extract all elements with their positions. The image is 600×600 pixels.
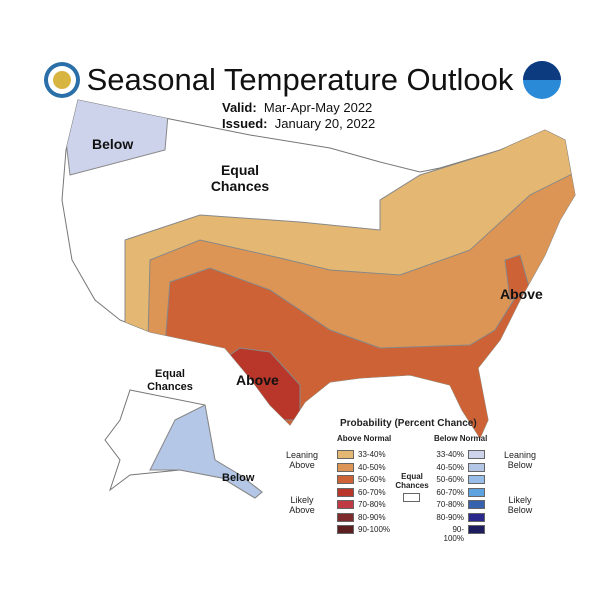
below-swatch <box>468 487 485 497</box>
alaska-below-region <box>149 404 263 499</box>
equal-chances-swatch <box>403 493 420 502</box>
above-range: 33-40% <box>358 450 386 459</box>
below-swatch <box>468 475 485 484</box>
below-range: 33-40% <box>436 450 464 459</box>
below-swatch <box>468 512 485 522</box>
below-range: 70-80% <box>436 500 464 509</box>
below-swatch <box>468 500 485 509</box>
commerce-seal-logo <box>44 62 80 98</box>
below-range: 90-100% <box>443 525 464 543</box>
above-range: 40-50% <box>358 462 386 472</box>
issued-date: Issued: January 20, 2022 <box>222 116 376 131</box>
above-range: 90-100% <box>358 525 391 534</box>
label-alaska-below: Below <box>222 472 255 484</box>
above-range: 50-60% <box>358 475 386 484</box>
below-swatch <box>468 462 485 472</box>
above-swatch <box>337 525 354 534</box>
above-swatch <box>337 487 354 497</box>
above-swatch <box>337 475 354 484</box>
below-swatch <box>468 450 485 459</box>
below-range: 80-90% <box>436 512 464 522</box>
below-range: 40-50% <box>436 462 464 472</box>
label-above-texas: Above <box>236 372 279 388</box>
above-swatch <box>337 450 354 459</box>
valid-period: Valid: Mar-Apr-May 2022 <box>222 100 373 115</box>
label-equal-chances: Equal Chances <box>210 162 270 194</box>
above-range: 70-80% <box>358 500 386 509</box>
page-title: Seasonal Temperature Outlook <box>86 62 514 97</box>
above-range: 60-70% <box>358 487 386 497</box>
above-swatch <box>337 462 354 472</box>
label-above-east: Above <box>500 286 543 302</box>
below-range: 60-70% <box>436 487 464 497</box>
below-range: 50-60% <box>436 475 464 484</box>
noaa-logo <box>523 61 561 99</box>
label-alaska-equal-chances: Equal Chances <box>147 368 193 393</box>
above-swatch <box>337 500 354 509</box>
label-below: Below <box>92 136 134 152</box>
below-swatch <box>468 525 485 534</box>
above-range: 80-90% <box>358 512 386 522</box>
above-swatch <box>337 512 354 522</box>
